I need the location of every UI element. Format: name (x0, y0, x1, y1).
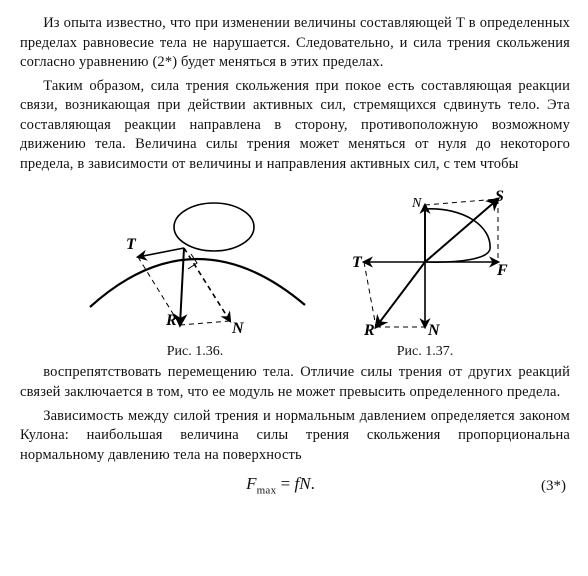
paragraph-3: воспрепятствовать перемещению тела. Отли… (20, 363, 570, 402)
figure-row: T R N Рис. 1.36. (20, 187, 570, 362)
formula-dot: . (311, 474, 315, 493)
page: Из опыта известно, что при изменении вел… (0, 0, 588, 516)
paragraph-1: Из опыта известно, что при изменении вел… (20, 14, 570, 73)
paragraph-2: Таким образом, сила трения скольжения пр… (20, 77, 570, 175)
formula-row: Fmax = fN. (3*) (20, 473, 570, 498)
fig1-label-N: N (231, 320, 245, 337)
figure-1-37: N₁ S T F R N (340, 187, 510, 337)
figure-1-cell: T R N Рис. 1.36. (80, 187, 310, 362)
fig2-label-R: R (363, 322, 375, 337)
fig1-label-R: R (165, 312, 177, 329)
formula-sub: max (257, 485, 277, 497)
formula-eq: = (276, 474, 294, 493)
paragraph-4: Зависимость между силой трения и нормаль… (20, 407, 570, 466)
formula: Fmax = fN. (246, 473, 315, 498)
fig2-label-N1: N₁ (411, 196, 426, 211)
fig2-label-F: F (496, 262, 508, 279)
figure-2-caption: Рис. 1.37. (397, 343, 454, 362)
formula-N: N (299, 474, 310, 493)
fig1-label-T: T (126, 236, 137, 253)
equation-number: (3*) (541, 476, 570, 496)
fig2-label-T: T (352, 254, 363, 271)
fig2-label-S: S (495, 188, 504, 205)
figure-1-36: T R N (80, 187, 310, 337)
fig2-label-N: N (427, 322, 441, 337)
figure-1-caption: Рис. 1.36. (167, 343, 224, 362)
figure-2-cell: N₁ S T F R N Рис. 1.37. (340, 187, 510, 362)
formula-F: F (246, 474, 256, 493)
